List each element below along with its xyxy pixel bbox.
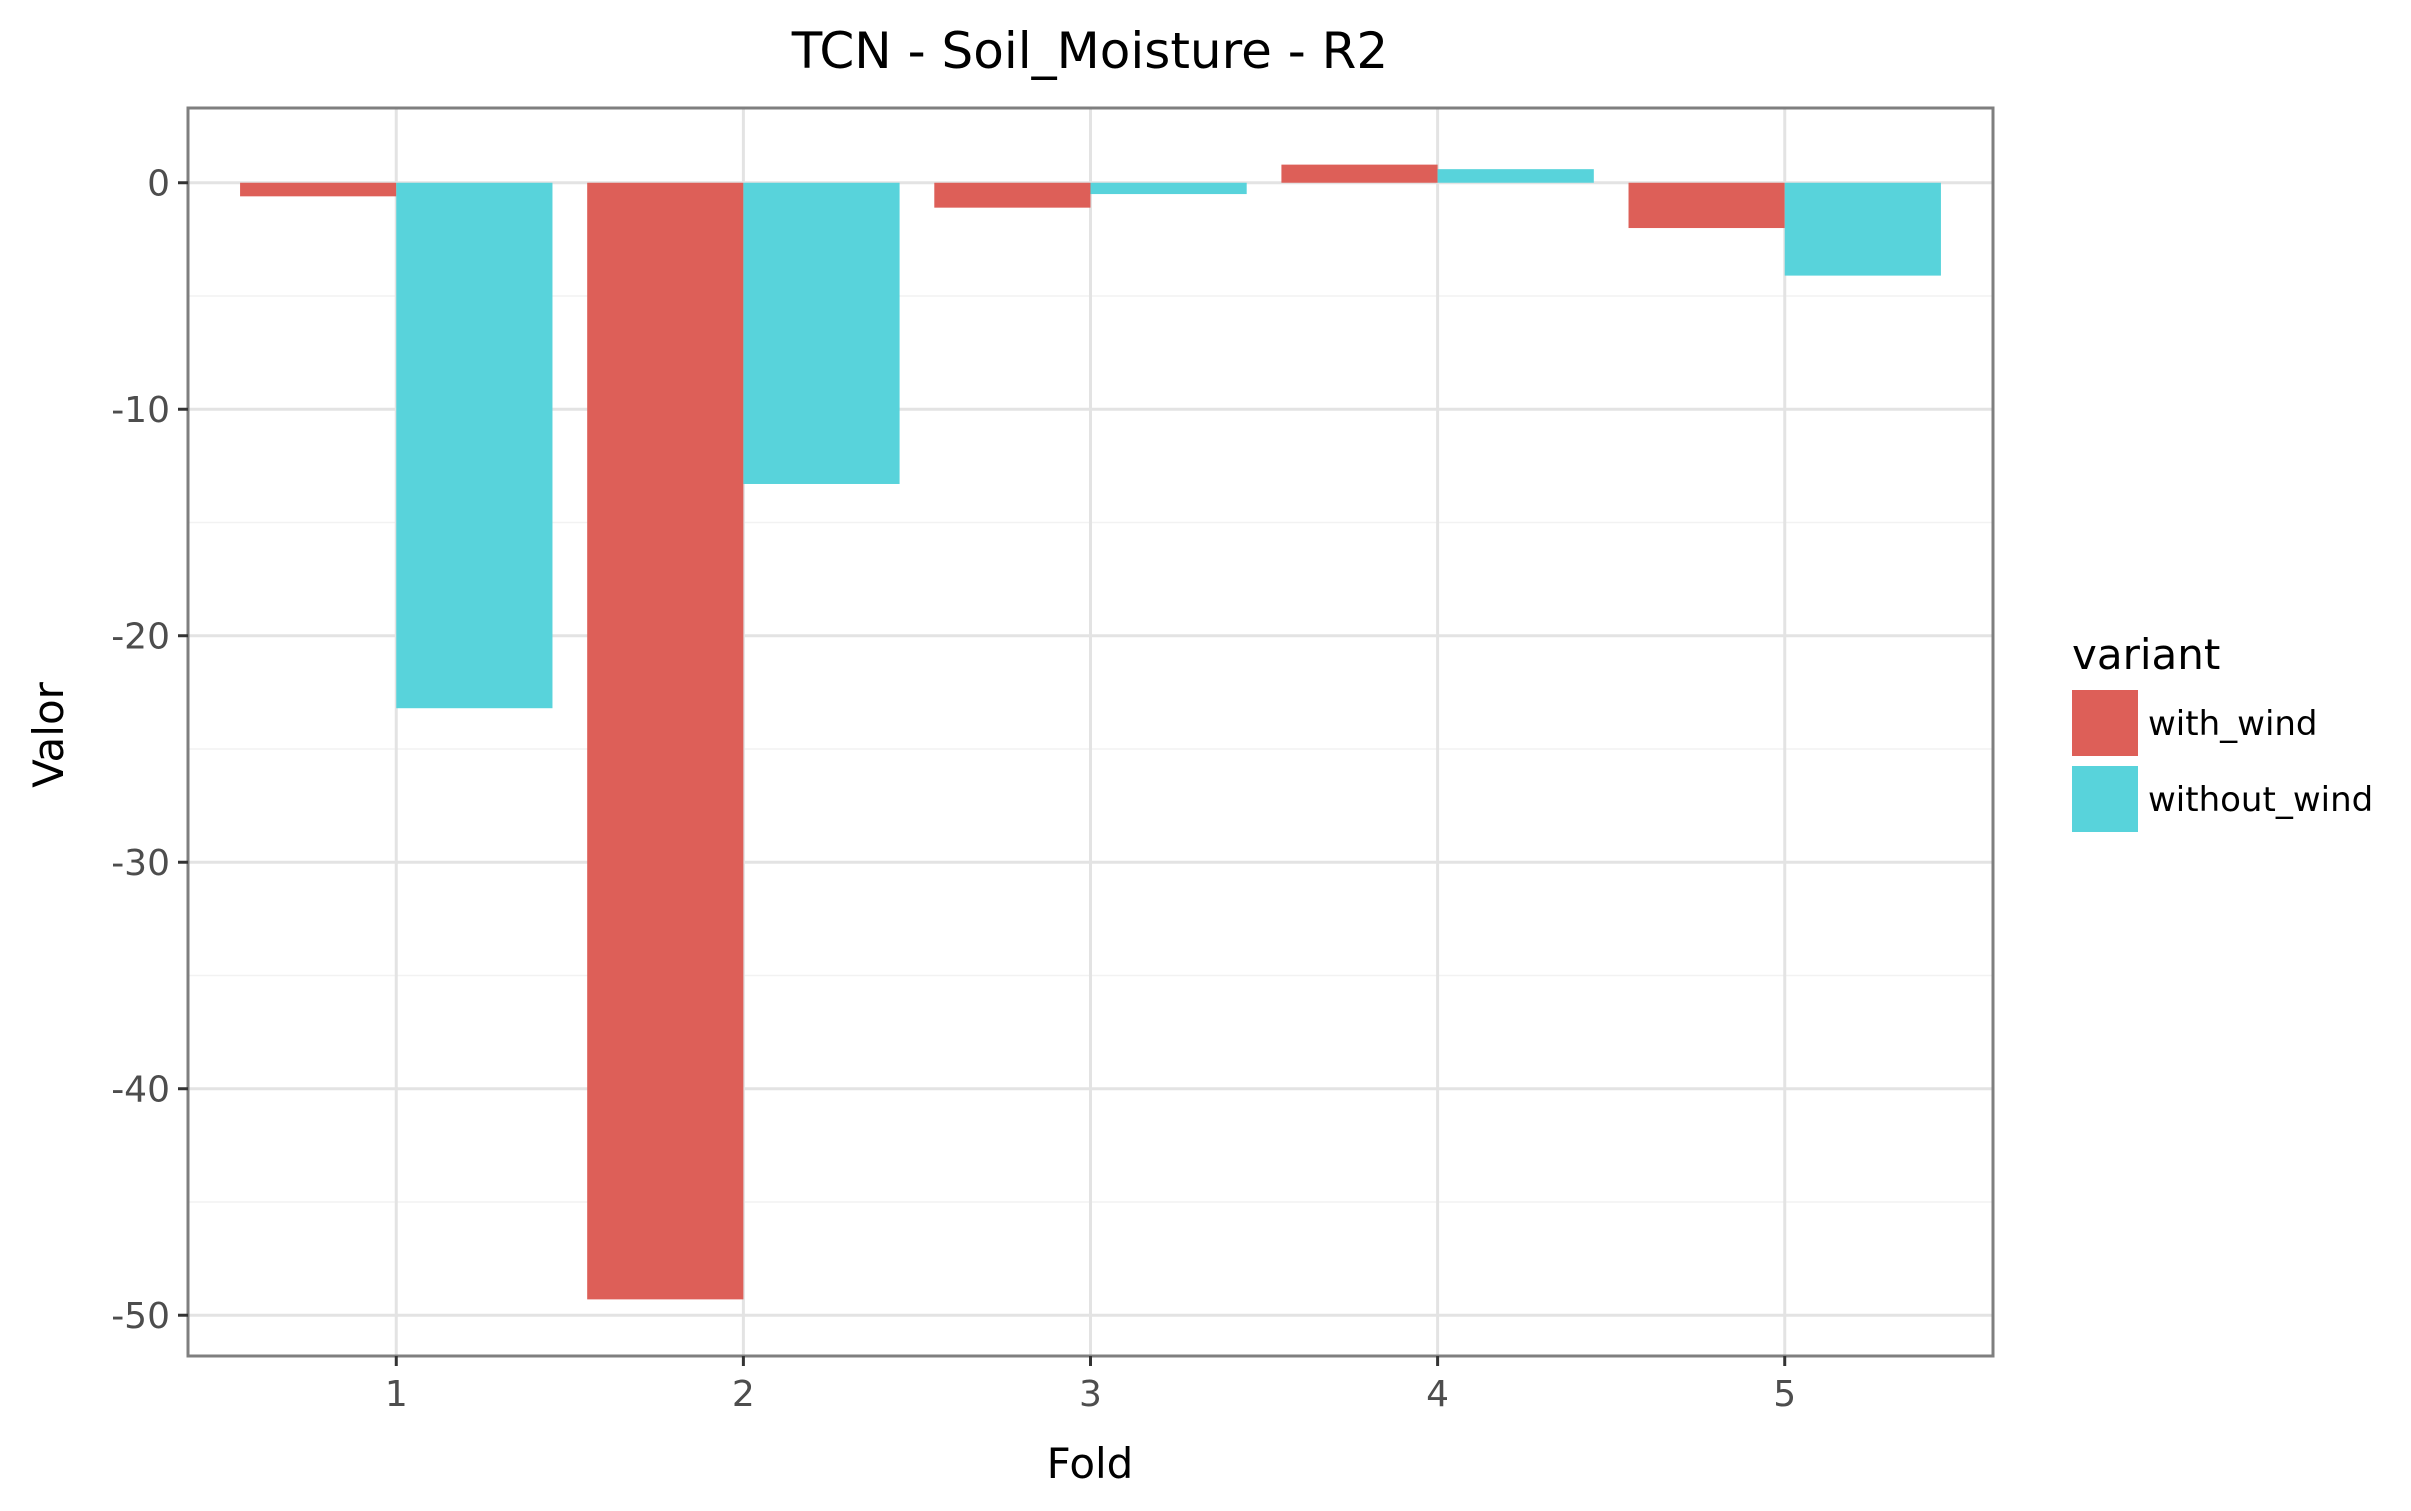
bar-without_wind-fold-1 <box>396 182 553 709</box>
legend-label-with_wind: with_wind <box>2148 704 2318 744</box>
bar-without_wind-fold-3 <box>1090 182 1247 195</box>
x-tick-label: 2 <box>732 1374 755 1415</box>
chart-title: TCN - Soil_Moisture - R2 <box>791 22 1388 80</box>
x-axis-title: Fold <box>1047 1439 1134 1488</box>
x-axis: 1 2 3 4 5 <box>385 1356 1796 1415</box>
bar-without_wind-fold-2 <box>743 182 900 484</box>
bar-with_wind-fold-2 <box>587 182 744 1300</box>
y-tick-label: -50 <box>111 1296 170 1337</box>
bar-with_wind-fold-4 <box>1281 164 1438 183</box>
y-tick-label: -40 <box>111 1070 170 1111</box>
bar-with_wind-fold-3 <box>934 182 1091 208</box>
legend-key-without_wind <box>2072 766 2138 832</box>
bars <box>240 164 1941 1300</box>
legend-label-without_wind: without_wind <box>2148 780 2373 820</box>
x-tick-label: 4 <box>1426 1374 1449 1415</box>
x-tick-label: 5 <box>1773 1374 1796 1415</box>
bar-without_wind-fold-4 <box>1437 169 1594 183</box>
legend: variant with_wind without_wind <box>2072 630 2373 832</box>
bar-without_wind-fold-5 <box>1784 182 1941 276</box>
x-tick-label: 1 <box>385 1374 408 1415</box>
y-tick-label: -10 <box>111 390 170 431</box>
x-tick-label: 3 <box>1079 1374 1102 1415</box>
y-axis-title: Valor <box>24 681 73 788</box>
bar-with_wind-fold-1 <box>240 182 397 197</box>
legend-key-with_wind <box>2072 690 2138 756</box>
y-tick-label: 0 <box>147 164 170 205</box>
bar-with_wind-fold-5 <box>1628 182 1785 229</box>
y-tick-label: -30 <box>111 843 170 884</box>
y-axis: 0 -10 -20 -30 -40 -50 <box>111 164 188 1337</box>
legend-title: variant <box>2072 630 2220 679</box>
y-tick-label: -20 <box>111 617 170 658</box>
